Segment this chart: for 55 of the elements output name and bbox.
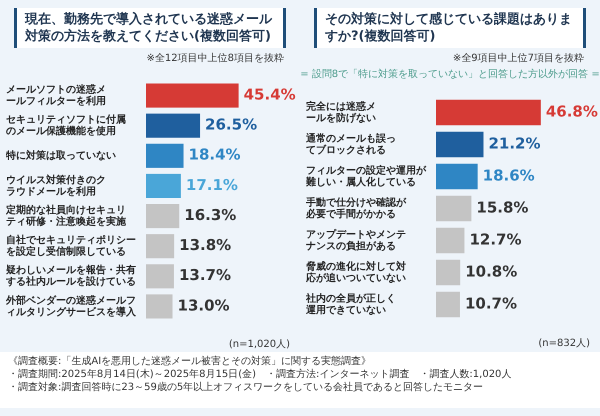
bar [146, 204, 180, 228]
bar [146, 234, 174, 258]
data-label: 45.4% [244, 85, 296, 104]
data-label: 16.3% [184, 206, 236, 224]
text: 《調査概要:「生成AIを悪用した迷惑メール被害とその対策」に関する実態調査》 [8, 355, 372, 368]
bar [436, 132, 484, 158]
bar [146, 264, 174, 288]
y-tick-label: アップデートやメンテナンスの負担がある [306, 228, 406, 252]
text: = 設問8で「特に対策を取っていない」と回答した方以外が回答 = [300, 68, 600, 81]
data-label: 18.6% [482, 166, 535, 184]
y-tick-label: 自社でセキュリティポリシーを設定し受信制限している [6, 234, 136, 258]
y-tick-label: メールソフトの迷惑メールフィルターを利用 [6, 83, 106, 107]
y-tick-label: 定期的な社員向けセキュリティ研修・注意喚起を実施 [5, 204, 127, 228]
y-tick-label: 通常のメールも誤ってブロックされる [305, 132, 396, 156]
text: (n=1,020人) [228, 338, 290, 351]
y-tick-label: 外部ベンダーの迷惑メールフィルタリングサービスを導入 [5, 294, 137, 318]
data-label: 10.7% [464, 294, 518, 312]
data-label: 26.5% [205, 116, 258, 134]
text: (n=832人) [537, 337, 590, 350]
y-tick-label: 特に対策は取っていない [5, 149, 116, 162]
bar [146, 294, 173, 318]
text: ・調査期間:2025年8月14日(木)～2025年8月15日(金) ・調査方法:インターネット調査 ・調査人数:1,020人 [8, 368, 512, 381]
bar [436, 196, 472, 222]
chart-subtitle: ※全9項目中上位7項目を抜粋 [452, 52, 584, 65]
data-label: 13.8% [179, 236, 232, 254]
text: ・調査対象:調査回答時に23～59歳の5年以上オフィスワークをしている会社員であると回答したモニター [8, 381, 484, 394]
data-label: 13.0% [178, 296, 230, 314]
chart-title: 現在、勤務先で導入されている迷惑メール対策の方法を教えてください(複数回答可) [14, 8, 286, 48]
bar [146, 114, 200, 138]
bar [436, 100, 541, 126]
data-label: 13.7% [178, 266, 231, 284]
data-label: 10.8% [465, 262, 518, 280]
chart-subtitle: ※全12項目中上位8項目を抜粋 [146, 52, 284, 65]
data-label: 21.2% [488, 134, 541, 152]
y-tick-label: 社内の全員が正しく運用できていない [305, 292, 396, 316]
data-label: 46.8% [546, 102, 598, 120]
bar [436, 228, 464, 254]
y-tick-label: 手動で仕分けや確認が必要で手間がかかる [305, 196, 407, 220]
y-tick-label: 疑わしいメールを報告・共有する社内ルールを設けている [5, 264, 136, 288]
y-tick-label: 完全には迷惑メールを防げない [306, 100, 376, 124]
data-label: 17.1% [186, 176, 238, 194]
data-label: 12.7% [469, 230, 522, 248]
y-tick-label: ウイルス対策付きのクラウドメールを利用 [6, 174, 106, 198]
y-tick-label: フィルターの設定や運用が難しい・属人化している [305, 164, 427, 188]
data-label: 15.8% [476, 198, 528, 216]
chart-title: その対策に対して感じている課題はありますか?(複数回答可) [314, 8, 586, 48]
bar [146, 174, 181, 198]
bar [436, 260, 460, 286]
data-label: 18.4% [188, 146, 241, 164]
bar [436, 164, 478, 190]
y-tick-label: セキュリティソフトに付属のメール保護機能を使用 [6, 114, 126, 138]
bar [146, 144, 184, 168]
y-tick-label: 脅威の進化に対して対応が追いついていない [305, 260, 406, 284]
bar [146, 84, 239, 108]
bar [436, 292, 460, 318]
